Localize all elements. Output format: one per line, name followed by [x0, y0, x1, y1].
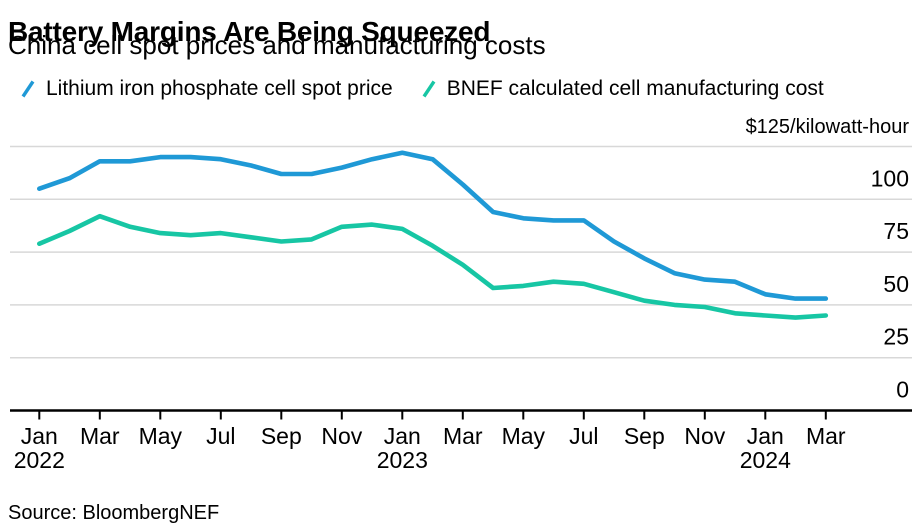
x-tick-label: Jul — [206, 423, 235, 449]
x-tick-label: Nov — [321, 423, 362, 449]
x-year-label: 2022 — [14, 447, 65, 473]
source-note: Source: BloombergNEF — [8, 502, 220, 524]
x-tick-label: Mar — [806, 423, 846, 449]
x-tick-label: Mar — [80, 423, 120, 449]
x-tick-label: Jul — [569, 423, 598, 449]
legend-item-manufacturing-cost: BNEF calculated cell manufacturing cost — [421, 77, 824, 100]
x-tick-label: Jan — [747, 423, 784, 449]
y-tick-label: 100 — [871, 165, 909, 191]
page-title: Battery Margins Are Being Squeezed — [8, 15, 491, 47]
y-tick-label: 75 — [883, 218, 909, 244]
x-tick-label: Jan — [384, 423, 421, 449]
legend-label-manufacturing-cost: BNEF calculated cell manufacturing cost — [446, 77, 824, 100]
x-tick-label: Sep — [624, 423, 665, 449]
legend-slash-icon — [21, 80, 35, 97]
legend-slash-icon — [422, 80, 436, 97]
legend-item-spot-price: Lithium iron phosphate cell spot price — [20, 77, 393, 100]
x-year-label: 2024 — [740, 447, 791, 473]
legend-slash-stroke — [21, 80, 35, 97]
x-tick-label: Sep — [261, 423, 302, 449]
y-tick-label: 0 — [896, 377, 909, 403]
x-tick-label: Jan — [21, 423, 58, 449]
spot-price-line — [36, 150, 829, 301]
manufacturing-cost-line — [36, 213, 829, 320]
x-tick-label: Mar — [443, 423, 483, 449]
chart-legend: Lithium iron phosphate cell spot price B… — [20, 77, 824, 100]
legend-label-spot-price: Lithium iron phosphate cell spot price — [46, 77, 393, 100]
x-tick-label: Nov — [684, 423, 725, 449]
x-year-label: 2023 — [377, 447, 428, 473]
x-tick-label: May — [139, 423, 183, 449]
y-tick-label: 25 — [883, 324, 909, 350]
chart-subtitle: China cell spot prices and manufacturing… — [8, 30, 546, 60]
legend-slash-stroke — [422, 80, 436, 97]
x-tick-label: May — [502, 423, 546, 449]
y-tick-label: 50 — [883, 271, 909, 297]
unit-label: $125/kilowatt-hour — [746, 116, 910, 138]
